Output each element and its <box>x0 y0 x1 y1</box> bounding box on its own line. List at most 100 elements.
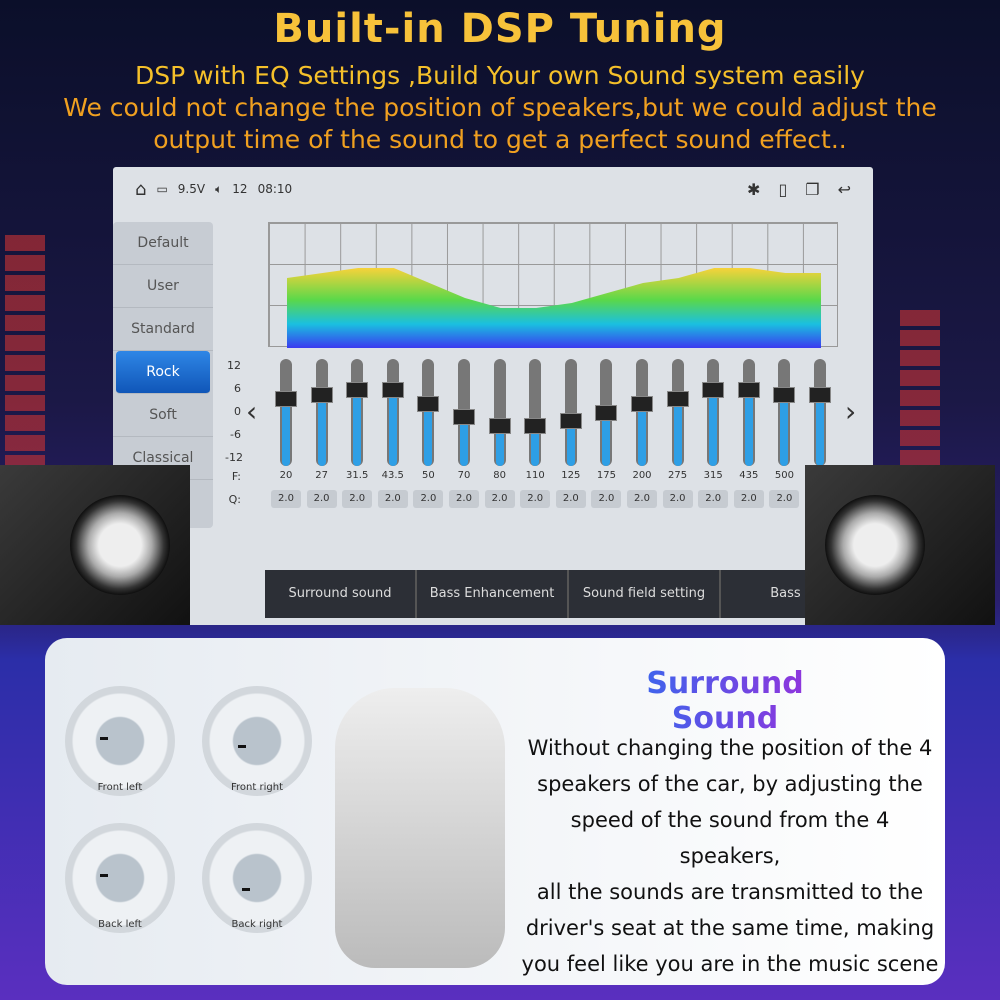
q-value[interactable]: 2.0 <box>377 490 408 508</box>
slider-knob[interactable] <box>631 395 653 412</box>
q-value[interactable]: 2.0 <box>484 490 515 508</box>
dial-back-left[interactable] <box>65 823 175 933</box>
q-value[interactable]: 2.0 <box>698 490 729 508</box>
y-tick: 12 <box>227 359 241 372</box>
slider-knob[interactable] <box>559 413 582 430</box>
function-tabs: Surround sound Bass Enhancement Sound fiel… <box>265 570 873 618</box>
eq-slider[interactable] <box>488 359 511 466</box>
q-value[interactable]: 2.0 <box>591 490 622 508</box>
speaker-image-right <box>805 465 995 625</box>
usb-icon: ▯ <box>778 179 788 199</box>
description-line: driver's seat at the same time, making <box>525 916 935 940</box>
q-value[interactable]: 2.0 <box>413 490 444 508</box>
eq-slider[interactable] <box>417 359 440 466</box>
eq-slider[interactable] <box>346 359 369 466</box>
tab-1[interactable]: Bass Enhancement <box>417 570 569 618</box>
dial-back-right[interactable] <box>202 823 312 933</box>
home-icon[interactable]: ⌂ <box>135 178 147 200</box>
q-value[interactable]: 2.0 <box>627 490 657 508</box>
tab-0[interactable]: Surround sound <box>265 570 417 618</box>
preset-soft[interactable]: Soft <box>113 394 213 437</box>
slider-knob[interactable] <box>737 382 760 399</box>
slider-knob[interactable] <box>666 391 689 408</box>
slider-knob[interactable] <box>417 395 440 412</box>
frequency-label: 20 <box>279 470 293 481</box>
frequency-label: 500 <box>774 470 794 481</box>
q-label: Q: <box>228 493 241 506</box>
q-value[interactable]: 2.0 <box>555 490 586 508</box>
tab-2[interactable]: Sound field setting <box>569 570 721 618</box>
q-value[interactable]: 2.0 <box>733 490 764 508</box>
slider-knob[interactable] <box>809 386 831 403</box>
page-title: Built-in DSP Tuning <box>273 6 727 52</box>
surround-description: Without changing the position of the 4 sp… <box>520 730 940 982</box>
eq-slider[interactable] <box>702 359 725 466</box>
slider-knob[interactable] <box>381 382 404 399</box>
slider-knob[interactable] <box>702 382 725 399</box>
eq-slider[interactable] <box>381 359 404 466</box>
eq-slider[interactable] <box>666 359 689 466</box>
preset-standard[interactable]: Standard <box>113 308 213 351</box>
frequency-label: 315 <box>703 470 723 481</box>
prev-arrow-icon[interactable]: ‹ <box>246 395 258 428</box>
eq-slider[interactable] <box>631 359 653 466</box>
slider-knob[interactable] <box>346 382 369 399</box>
slider-fill <box>495 425 504 466</box>
q-value[interactable]: 2.0 <box>306 490 337 508</box>
q-value[interactable]: 2.0 <box>662 490 693 508</box>
dial-label: Back left <box>98 919 142 930</box>
eq-slider[interactable] <box>595 359 618 466</box>
preset-default[interactable]: Default <box>113 222 213 265</box>
frequency-label: 110 <box>525 470 545 481</box>
eq-slider[interactable] <box>773 359 796 466</box>
frequency-label: 50 <box>422 470 435 481</box>
eq-slider[interactable] <box>453 359 475 466</box>
y-tick: 6 <box>234 382 241 395</box>
slider-fill <box>673 399 682 466</box>
speaker-image-left <box>0 465 190 625</box>
slider-knob[interactable] <box>524 417 547 434</box>
bluetooth-icon: ✱ <box>747 179 761 199</box>
q-value[interactable]: 2.0 <box>520 490 551 508</box>
status-bar: ⌂ ▭ 9.5V 🔈︎ 12 08:10 ✱ ▯ ❐ ↩ <box>135 178 851 200</box>
eq-slider[interactable] <box>310 359 333 466</box>
eq-slider[interactable] <box>524 359 547 466</box>
frequency-label: 43.5 <box>381 470 404 481</box>
eq-slider[interactable] <box>275 359 297 466</box>
dial-label: Front right <box>231 782 283 793</box>
slider-knob[interactable] <box>488 417 511 434</box>
q-value[interactable]: 2.0 <box>449 490 479 508</box>
q-value[interactable]: 2.0 <box>769 490 800 508</box>
frequency-label: 175 <box>596 470 616 481</box>
slider-knob[interactable] <box>595 404 618 421</box>
eq-slider[interactable] <box>737 359 760 466</box>
preset-rock[interactable]: Rock <box>116 351 210 394</box>
eq-slider[interactable] <box>559 359 582 466</box>
frequency-label: 31.5 <box>346 470 369 481</box>
preset-user[interactable]: User <box>113 265 213 308</box>
back-icon[interactable]: ↩ <box>837 179 851 199</box>
subtitle-line-2: We could not change the position of spea… <box>63 93 937 122</box>
q-value[interactable]: 2.0 <box>271 490 301 508</box>
slider-knob[interactable] <box>773 386 796 403</box>
slider-knob[interactable] <box>275 391 297 408</box>
slider-fill <box>353 390 362 466</box>
slider-knob[interactable] <box>453 408 475 425</box>
slider-fill <box>317 394 326 466</box>
subtitle: DSP with EQ Settings ,Build Your own Sou… <box>135 61 865 90</box>
eq-curve <box>287 268 821 348</box>
description-line: you feel like you are in the music scene <box>521 952 939 976</box>
slider-knob[interactable] <box>310 386 333 403</box>
windows-icon[interactable]: ❐ <box>805 179 820 199</box>
y-tick: -12 <box>225 451 243 464</box>
eq-slider[interactable] <box>809 359 831 466</box>
dial-front-right[interactable] <box>202 686 312 796</box>
time: 08:10 <box>257 182 293 196</box>
frequency-label: 275 <box>668 470 688 481</box>
dial-front-left[interactable] <box>65 686 175 796</box>
volume: 12 <box>232 182 248 196</box>
next-arrow-icon[interactable]: › <box>845 395 857 428</box>
slider-fill <box>744 390 753 466</box>
slider-fill <box>566 421 575 466</box>
q-value[interactable]: 2.0 <box>342 490 373 508</box>
